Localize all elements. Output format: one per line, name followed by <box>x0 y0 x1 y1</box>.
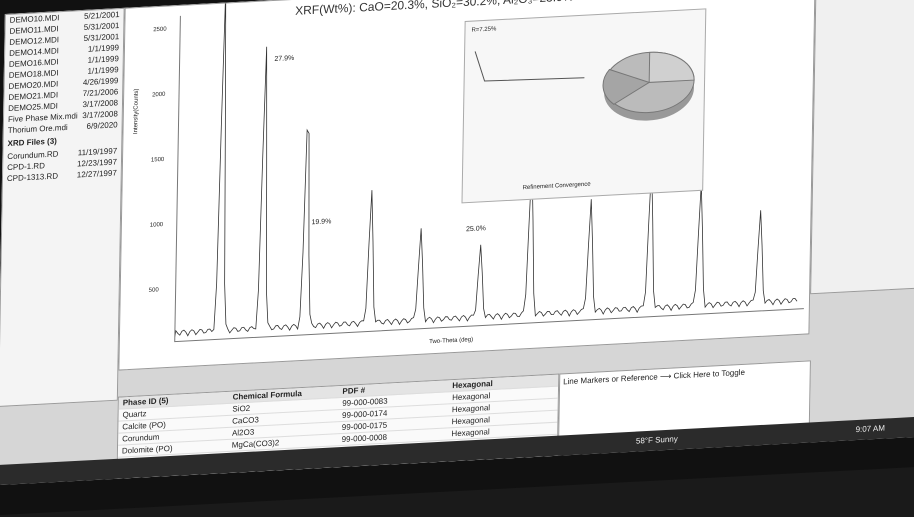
reference-title[interactable]: Line Markers or Reference ⟶ Click Here t… <box>560 361 810 389</box>
peak-label: 25.0% <box>466 225 486 233</box>
pattern-plot: XRF(Wt%): CaO=20.3%, SiO₂=30.2%, Al₂O₃=2… <box>118 0 815 371</box>
y-tick-label: 500 <box>149 287 159 294</box>
file-date: 6/9/2020 <box>86 120 117 131</box>
page: {"file_list": {"items": [ {"name": "DEMO… <box>0 0 914 508</box>
file-date: 7/21/2006 <box>83 87 119 98</box>
refinement-inset: R=7.25% Refinement Convergence <box>461 8 706 203</box>
laptop-bezel: DEMO10.MDI5/21/2001DEMO11.MDI5/31/2001DE… <box>0 0 914 517</box>
y-tick-label: 1500 <box>151 157 164 164</box>
file-date: 5/31/2001 <box>84 32 120 43</box>
inset-graphics <box>463 9 706 202</box>
file-date: 3/17/2008 <box>82 98 118 109</box>
file-name: CPD-1313.RD <box>7 171 58 183</box>
pie-slice <box>649 50 694 82</box>
convergence-line <box>475 46 585 84</box>
file-date: 4/26/1999 <box>83 76 119 87</box>
file-date: 5/21/2001 <box>84 10 120 21</box>
peak-label: 27.9% <box>274 55 294 63</box>
file-date: 5/31/2001 <box>84 21 120 32</box>
file-date: 1/1/1999 <box>88 54 119 65</box>
clock[interactable]: 9:07 AM <box>856 424 885 435</box>
weather[interactable]: 58°F Sunny <box>636 434 678 445</box>
file-date: 12/27/1997 <box>77 168 117 179</box>
peak-label: 19.9% <box>311 218 331 226</box>
y-tick-label: 2500 <box>153 27 166 34</box>
y-tick-label: 2000 <box>152 92 165 99</box>
file-date: 1/1/1999 <box>88 43 119 54</box>
reference-list[interactable] <box>810 0 914 294</box>
file-date: 1/1/1999 <box>87 65 118 76</box>
file-date: 3/17/2008 <box>82 109 118 120</box>
y-tick-label: 1000 <box>150 222 163 229</box>
